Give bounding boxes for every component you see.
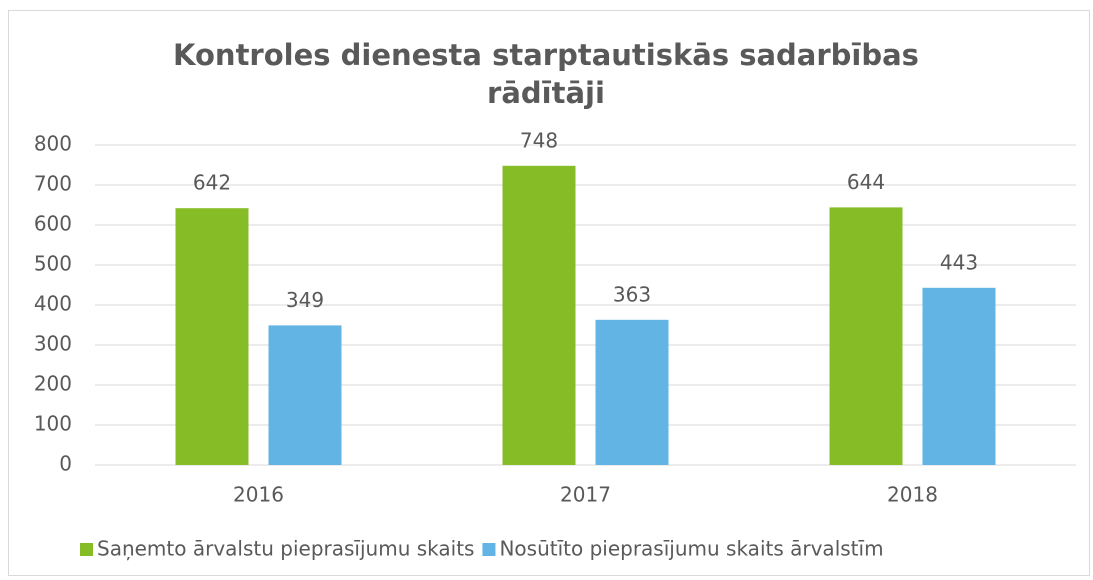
legend-label: Saņemto ārvalstu pieprasījumu skaits [97, 537, 474, 561]
bar [175, 208, 249, 465]
data-label: 349 [286, 288, 324, 312]
chart-title: Kontroles dienesta starptautiskās sadarb… [173, 38, 919, 110]
data-label: 363 [613, 282, 651, 306]
y-tick-label: 100 [34, 412, 72, 436]
bar [595, 319, 669, 465]
bar [268, 325, 342, 465]
chart-frame [8, 10, 1090, 576]
y-tick-label: 600 [34, 212, 72, 236]
y-tick-label: 200 [34, 372, 72, 396]
bar [922, 287, 996, 465]
y-tick-label: 300 [34, 332, 72, 356]
data-label: 644 [847, 170, 885, 194]
y-tick-label: 800 [34, 132, 72, 156]
data-label: 443 [940, 250, 978, 274]
data-label: 642 [193, 171, 231, 195]
x-tick-label: 2016 [233, 483, 284, 507]
bar [829, 207, 903, 465]
y-tick-label: 400 [34, 292, 72, 316]
x-tick-label: 2017 [560, 483, 611, 507]
x-tick-label: 2018 [887, 483, 938, 507]
bar [502, 165, 576, 466]
y-tick-label: 500 [34, 252, 72, 276]
legend-swatch [482, 543, 496, 556]
legend-label: Nosūtīto pieprasījumu skaits ārvalstīm [499, 537, 883, 561]
data-label: 748 [520, 128, 558, 152]
y-tick-label: 0 [59, 452, 72, 476]
y-tick-label: 700 [34, 172, 72, 196]
legend-swatch [80, 543, 93, 556]
